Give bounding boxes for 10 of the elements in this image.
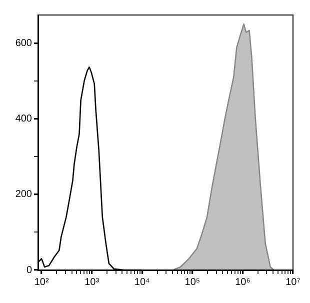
- x-tick-label: 10⁵: [184, 276, 200, 288]
- x-tick-label: 10³: [84, 276, 100, 288]
- x-tick-label: 10²: [34, 276, 50, 288]
- y-tick-label: 400: [15, 114, 32, 125]
- y-tick-label: 600: [15, 38, 32, 50]
- x-tick-label: 10⁷: [286, 276, 301, 288]
- x-tick-label: 10⁶: [235, 276, 250, 288]
- y-tick-label: 0: [26, 264, 32, 276]
- x-tick-label: 10⁴: [134, 276, 150, 288]
- y-tick-label: 200: [15, 189, 32, 200]
